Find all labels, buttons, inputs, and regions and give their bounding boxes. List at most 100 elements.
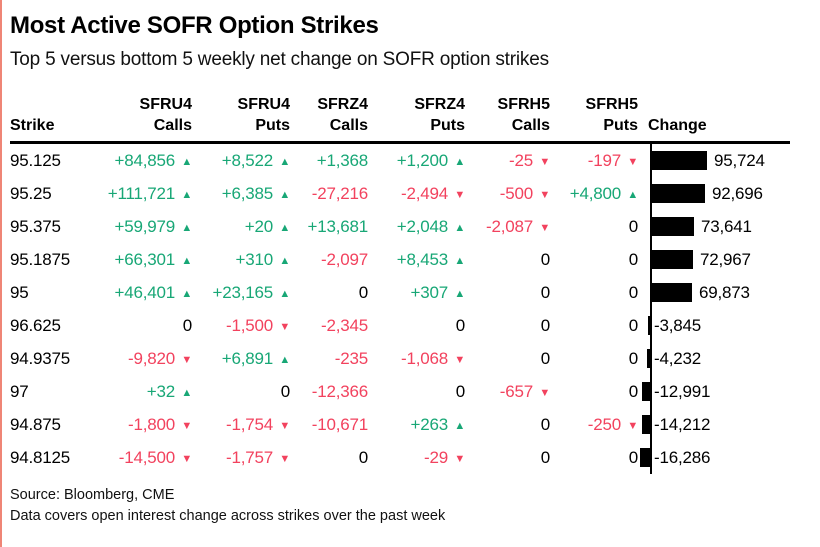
strike-cell: 95.1875 [10, 249, 71, 269]
table-row: 94.875 -1,800 ▼ -1,754 ▼ -10,671 +263 ▲ 0 -250 ▼ -1… [10, 408, 790, 441]
value-cell: -250 ▼ [550, 415, 638, 435]
value-cell: -2,345 [290, 316, 368, 336]
change-cell: 92,696 [638, 177, 790, 210]
value-text: +263 [410, 414, 449, 434]
strike-cell: 94.875 [10, 414, 61, 434]
down-arrow-icon: ▼ [539, 221, 550, 234]
value-cell: 0 [465, 415, 550, 435]
value-cell: 0 [368, 382, 465, 402]
value-text: 0 [358, 447, 368, 467]
down-arrow-icon: ▼ [454, 353, 465, 366]
value-cell: 0 [465, 283, 550, 303]
down-arrow-icon: ▼ [627, 419, 638, 432]
value-cell: -27,216 [290, 184, 368, 204]
value-text: 0 [628, 381, 638, 401]
value-cell: -1,068 ▼ [368, 349, 465, 369]
up-arrow-icon: ▲ [279, 353, 290, 366]
value-text: 0 [540, 249, 550, 269]
value-cell: -25 ▼ [465, 151, 550, 171]
value-text: -1,500 [225, 315, 273, 335]
value-cell: 0 [368, 316, 465, 336]
value-text: +1,368 [316, 150, 368, 170]
header-cell: SFRH5 Puts [585, 96, 638, 134]
source-line: Source: Bloomberg, CME [10, 487, 175, 503]
value-cell: +8,453 ▲ [368, 250, 465, 270]
change-baseline [650, 177, 652, 210]
value-cell: 0 [192, 382, 290, 402]
up-arrow-icon: ▲ [454, 155, 465, 168]
note-line: Data covers open interest change across … [10, 508, 446, 524]
value-text: -1,754 [225, 414, 273, 434]
change-cell: 72,967 [638, 243, 790, 276]
change-label: 92,696 [712, 183, 763, 203]
value-text: -27,216 [311, 183, 368, 203]
value-text: +6,385 [221, 183, 273, 203]
value-text: 0 [358, 282, 368, 302]
value-text: +66,301 [114, 249, 175, 269]
change-bar [647, 349, 650, 368]
value-text: -12,366 [311, 381, 368, 401]
change-baseline [650, 210, 652, 243]
change-label: 95,724 [714, 150, 765, 170]
value-cell: -2,097 [290, 250, 368, 270]
change-label: -12,991 [654, 381, 711, 401]
value-cell: 0 [550, 349, 638, 369]
value-text: 0 [540, 282, 550, 302]
value-text: 0 [182, 315, 192, 335]
value-text: 0 [540, 414, 550, 434]
header-cell: Strike [10, 117, 55, 134]
value-cell: +1,368 [290, 151, 368, 171]
strike-cell: 97 [10, 381, 29, 401]
value-text: 0 [628, 348, 638, 368]
table-row: 96.625 0 -1,500 ▼ -2,345 0 0 0 -3,845 [10, 309, 790, 342]
value-cell: +59,979 ▲ [90, 217, 192, 237]
strike-cell: 95 [10, 282, 29, 302]
change-label: -16,286 [654, 447, 711, 467]
change-label: 72,967 [700, 249, 751, 269]
header-cell: SFRZ4 Calls [317, 96, 368, 134]
value-text: -657 [499, 381, 533, 401]
value-text: -2,494 [400, 183, 448, 203]
up-arrow-icon: ▲ [454, 287, 465, 300]
value-cell: -14,500 ▼ [90, 448, 192, 468]
change-label: 69,873 [699, 282, 750, 302]
value-cell: 0 [290, 448, 368, 468]
value-cell: -9,820 ▼ [90, 349, 192, 369]
value-cell: 0 [550, 448, 638, 468]
down-arrow-icon: ▼ [454, 452, 465, 465]
value-text: 0 [540, 348, 550, 368]
change-cell: -16,286 [638, 441, 790, 474]
value-cell: +111,721 ▲ [90, 184, 192, 204]
value-text: +84,856 [114, 150, 175, 170]
value-text: -1,757 [225, 447, 273, 467]
change-bar [650, 217, 694, 236]
value-cell: 0 [550, 283, 638, 303]
change-baseline [650, 342, 652, 375]
header-cell: Change [648, 117, 707, 134]
value-cell: +13,681 [290, 217, 368, 237]
value-cell: 0 [90, 316, 192, 336]
value-cell: -500 ▼ [465, 184, 550, 204]
value-cell: 0 [465, 250, 550, 270]
value-cell: -1,754 ▼ [192, 415, 290, 435]
change-bar [640, 448, 650, 467]
table-row: 97 +32 ▲ 0 -12,366 0 -657 ▼ 0 -12,991 [10, 375, 790, 408]
left-accent-edge [0, 0, 2, 547]
value-text: -197 [587, 150, 621, 170]
value-text: 0 [455, 381, 465, 401]
change-baseline [650, 309, 652, 342]
table-row: 94.8125 -14,500 ▼ -1,757 ▼ 0 -29 ▼ 0 0 -16,286 [10, 441, 790, 474]
value-text: -10,671 [311, 414, 368, 434]
value-text: 0 [628, 447, 638, 467]
header-cell: SFRU4 Puts [237, 96, 290, 134]
value-text: 0 [628, 282, 638, 302]
footer: Source: Bloomberg, CME Data covers open … [10, 485, 810, 527]
down-arrow-icon: ▼ [279, 419, 290, 432]
value-text: -25 [509, 150, 533, 170]
value-cell: +32 ▲ [90, 382, 192, 402]
down-arrow-icon: ▼ [181, 452, 192, 465]
strike-cell: 95.25 [10, 183, 52, 203]
change-bar [650, 184, 705, 203]
value-text: -500 [499, 183, 533, 203]
value-cell: +263 ▲ [368, 414, 466, 435]
